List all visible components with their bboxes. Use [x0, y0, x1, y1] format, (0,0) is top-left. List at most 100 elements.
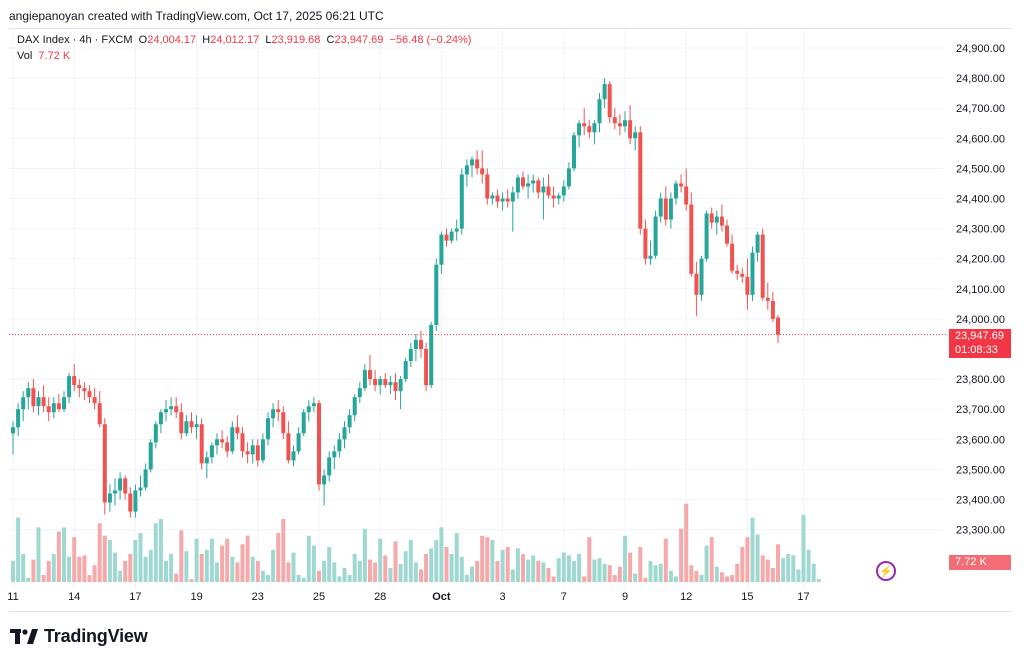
volume-value: 7.72 K: [38, 50, 71, 62]
candle-body: [347, 415, 352, 428]
volume-bar: [480, 535, 485, 582]
volume-bar: [169, 554, 174, 582]
candle-body: [776, 317, 780, 335]
volume-bar: [495, 561, 500, 582]
candle-body: [179, 412, 184, 434]
candle-body: [770, 300, 775, 319]
volume-bar: [362, 528, 367, 582]
last-volume-value: 7.72 K: [955, 556, 987, 568]
candle-body: [510, 192, 515, 202]
volume-bar: [475, 561, 480, 582]
candle-body: [291, 451, 296, 461]
candle-body: [699, 258, 704, 295]
volume-bar: [118, 570, 123, 582]
volume-bar: [337, 576, 342, 582]
candle-body: [271, 409, 276, 419]
volume-bar: [133, 540, 138, 582]
candle-body: [454, 228, 459, 232]
lightning-icon[interactable]: ⚡: [876, 561, 896, 581]
candle-body: [648, 255, 653, 259]
x-tick-label: 14: [68, 591, 80, 603]
candle-body: [72, 376, 77, 386]
candle-body: [158, 412, 163, 425]
x-tick-label: 15: [741, 591, 753, 603]
volume-bar: [82, 555, 87, 582]
volume-bar: [679, 528, 684, 582]
x-tick-label: 7: [561, 591, 567, 603]
volume-bar: [102, 535, 107, 582]
logo-text: TradingView: [44, 626, 148, 646]
x-tick-label: 12: [680, 591, 692, 603]
volume-bar: [56, 531, 61, 582]
volume-bar: [668, 570, 673, 582]
volume-bar: [419, 569, 423, 582]
volume-bar: [240, 544, 245, 582]
volume-bar: [735, 563, 740, 582]
candle-body: [276, 409, 281, 413]
candle-body: [41, 397, 46, 407]
candle-body: [704, 213, 709, 259]
candle-body: [495, 195, 500, 202]
candle-body: [332, 451, 337, 458]
volume-bar: [760, 555, 765, 582]
volume-bar: [36, 527, 41, 582]
candle-body: [638, 132, 643, 229]
ohlc-legend: DAX Index · 4h · FXCM O24,004.17 H24,012…: [17, 34, 471, 46]
candle-body: [235, 427, 240, 434]
candle-body: [225, 442, 230, 452]
y-tick-label: 24,600.00: [956, 133, 1005, 145]
volume-bar: [209, 538, 214, 582]
credit-line: angiepanoyan created with TradingView.co…: [9, 9, 384, 23]
candle-body: [215, 439, 219, 446]
volume-bar: [403, 551, 408, 582]
volume-bar: [551, 576, 556, 582]
volume-bar: [500, 549, 505, 582]
volume-bar: [704, 545, 709, 582]
y-tick-label: 24,200.00: [956, 254, 1005, 266]
candle-body: [174, 406, 179, 413]
volume-bar: [235, 562, 240, 582]
volume-bar: [225, 538, 230, 582]
candle-body: [62, 397, 66, 410]
candle-body: [429, 324, 434, 386]
volume-bar: [587, 537, 592, 582]
volume-bar: [373, 562, 378, 582]
candle-body: [444, 234, 449, 241]
candle-body: [46, 406, 51, 413]
volume-bar: [413, 562, 418, 582]
candle-body: [633, 132, 638, 139]
candle-body: [709, 213, 714, 223]
candle-body: [26, 388, 31, 398]
tradingview-logo[interactable]: TradingView: [10, 626, 148, 647]
volume-bar: [470, 566, 474, 582]
candle-body: [592, 123, 597, 133]
symbol-label[interactable]: DAX Index · 4h · FXCM: [17, 34, 133, 46]
candle-body: [123, 478, 128, 494]
candle-body: [674, 183, 678, 199]
volume-bar: [745, 537, 750, 582]
candle-body: [663, 198, 668, 220]
volume-bar: [113, 552, 117, 582]
candle-body: [194, 424, 199, 428]
volume-bar: [393, 541, 398, 582]
chart-frame[interactable]: [9, 28, 1012, 612]
candle-body: [199, 424, 204, 464]
volume-bar: [87, 575, 92, 582]
candle-body: [143, 469, 148, 488]
volume-bar: [526, 559, 531, 582]
low-value: 23,919.68: [271, 34, 321, 46]
volume-bar: [816, 579, 821, 582]
y-tick-label: 24,300.00: [956, 224, 1005, 236]
volume-bar: [658, 563, 663, 582]
candle-body: [118, 478, 123, 491]
high-label: H: [202, 34, 211, 46]
candle-body: [449, 231, 454, 241]
candle-body: [561, 186, 566, 196]
volume-bar: [602, 563, 607, 582]
volume-bar: [347, 575, 352, 582]
volume-bar: [301, 577, 306, 582]
candle-body: [56, 403, 61, 410]
candle-body: [684, 186, 689, 205]
candle-body: [470, 159, 474, 166]
